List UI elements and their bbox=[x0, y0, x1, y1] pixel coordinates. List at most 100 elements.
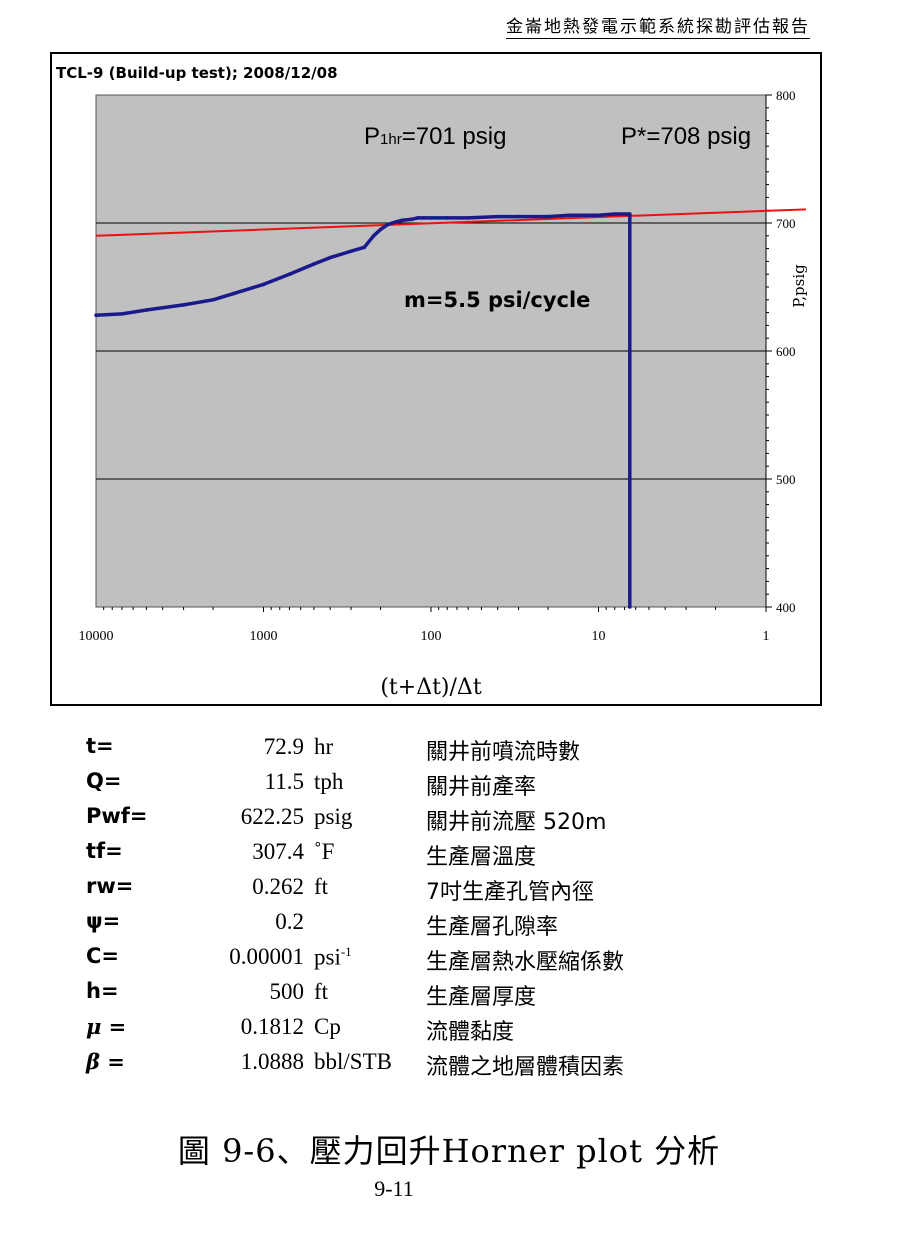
pressure-data-point bbox=[422, 216, 426, 220]
param-name: Pwf= bbox=[86, 804, 148, 828]
param-name: C= bbox=[86, 944, 120, 968]
param-name: h= bbox=[86, 979, 119, 1003]
param-unit: ft bbox=[314, 979, 328, 1005]
param-value: 0.00001 bbox=[229, 944, 304, 969]
param-name: ψ= bbox=[86, 909, 121, 933]
pressure-data-point bbox=[429, 216, 433, 220]
param-value: 622.25 bbox=[240, 804, 304, 829]
pressure-data-point bbox=[410, 217, 414, 221]
param-value: 1.0888 bbox=[240, 1049, 304, 1074]
pressure-data-point bbox=[596, 213, 601, 218]
param-name: Q= bbox=[86, 769, 122, 793]
tick-labels: 800 700 600 500 400 10000 1000 100 10 1 bbox=[79, 88, 796, 644]
param-row: Q= 11.5 tph 關井前產率 bbox=[86, 769, 786, 804]
param-row: ψ= 0.2 生產層孔隙率 bbox=[86, 909, 786, 944]
param-row: Pwf= 622.25 psig 關井前流壓 520m bbox=[86, 804, 786, 839]
pressure-data-point bbox=[628, 212, 632, 216]
pressure-data-point bbox=[371, 234, 376, 238]
param-description: 流體黏度 bbox=[426, 1020, 515, 1045]
param-name: rw= bbox=[86, 874, 134, 898]
param-description: 7吋生產孔管內徑 bbox=[426, 880, 594, 905]
y-axis-label: P,psig bbox=[790, 264, 808, 308]
param-description: 生產層孔隙率 bbox=[426, 915, 559, 940]
x-tick-label: 10 bbox=[592, 629, 606, 644]
param-description: 生產層溫度 bbox=[426, 845, 537, 870]
pressure-data-point bbox=[378, 227, 383, 232]
pressure-data-point bbox=[386, 222, 391, 227]
param-value: 72.9 bbox=[263, 734, 304, 759]
param-description: 生產層厚度 bbox=[426, 985, 537, 1010]
pressure-data-point bbox=[94, 313, 98, 317]
x-tick-label: 10000 bbox=[79, 629, 114, 644]
pressure-data-point bbox=[399, 218, 404, 223]
pressure-data-point bbox=[349, 249, 353, 253]
x-tick-label: 1000 bbox=[250, 629, 278, 644]
y-tick-label: 600 bbox=[776, 344, 796, 359]
chart-title: TCL-9 (Build-up test); 2008/12/08 bbox=[56, 64, 338, 82]
pressure-data-point bbox=[312, 262, 316, 266]
pressure-data-point bbox=[395, 219, 399, 224]
pressure-data-point bbox=[516, 214, 521, 219]
annotation-slope: m=5.5 psi/cycle bbox=[404, 288, 590, 312]
param-row: β = 1.0888 bbl/STB 流體之地層體積因素 bbox=[86, 1049, 786, 1084]
param-unit: Cp bbox=[314, 1014, 341, 1040]
horner-plot-chart: TCL-9 (Build-up test); 2008/12/08 800 700… bbox=[50, 52, 822, 706]
pressure-data-point bbox=[612, 212, 617, 216]
y-tick-label: 400 bbox=[776, 600, 796, 615]
axis-ticks bbox=[103, 94, 772, 612]
pressure-data-point bbox=[328, 255, 332, 260]
pressure-data-point bbox=[495, 214, 500, 219]
pressure-data-point bbox=[415, 216, 420, 220]
param-description: 關井前產率 bbox=[426, 775, 537, 800]
param-unit-text: tph bbox=[314, 769, 344, 794]
param-value: 500 bbox=[269, 979, 305, 1004]
pressure-data-point bbox=[546, 214, 550, 219]
param-unit-text: ft bbox=[314, 979, 329, 1004]
param-description: 流體之地層體積因素 bbox=[426, 1055, 625, 1080]
param-description: 關井前噴流時數 bbox=[426, 740, 581, 765]
x-tick-label: 100 bbox=[421, 629, 442, 644]
param-name: β = bbox=[86, 1049, 125, 1074]
param-unit-exponent: -1 bbox=[340, 944, 352, 959]
param-unit: bbl/STB bbox=[314, 1049, 392, 1075]
param-unit-text: psi bbox=[314, 944, 341, 970]
param-name: tf= bbox=[86, 839, 123, 863]
param-value: 0.2 bbox=[275, 909, 304, 934]
y-tick-label: 500 bbox=[776, 472, 796, 487]
pressure-data-point bbox=[120, 312, 124, 316]
param-unit-text: ft bbox=[314, 874, 329, 899]
param-description: 關井前流壓 520m bbox=[426, 810, 607, 835]
report-header: 金崙地熱發電示範系統探勘評估報告 bbox=[506, 12, 810, 39]
param-name: t= bbox=[86, 734, 114, 758]
pressure-data-point bbox=[211, 298, 215, 302]
param-value: 0.262 bbox=[252, 874, 304, 899]
page-number: 9-11 bbox=[374, 1176, 414, 1201]
param-unit: hr bbox=[314, 734, 333, 760]
param-unit: ft bbox=[314, 874, 328, 900]
param-unit: psi-1 bbox=[314, 944, 352, 971]
param-unit: tph bbox=[314, 769, 343, 795]
param-unit: ˚F bbox=[314, 839, 334, 865]
param-row: t= 72.9 hr 關井前噴流時數 bbox=[86, 734, 786, 769]
param-unit-text: ˚F bbox=[314, 839, 335, 864]
param-name: μ = bbox=[86, 1014, 127, 1039]
param-unit: psig bbox=[314, 804, 352, 830]
param-value: 11.5 bbox=[264, 769, 304, 794]
pressure-data-point bbox=[567, 213, 571, 218]
param-value: 0.1812 bbox=[240, 1014, 304, 1039]
pressure-data-point bbox=[232, 291, 236, 296]
y-tick-label: 700 bbox=[776, 216, 796, 231]
param-unit-text: Cp bbox=[314, 1014, 341, 1039]
pressure-data-point bbox=[466, 216, 470, 220]
x-axis-label: (t+Δt)/Δt bbox=[380, 675, 481, 700]
annotation-pstar: P*=708 psig bbox=[621, 123, 751, 150]
pressure-data-point bbox=[144, 308, 149, 312]
chart-svg: TCL-9 (Build-up test); 2008/12/08 800 700… bbox=[56, 64, 808, 700]
pressure-data-point bbox=[445, 216, 450, 220]
data-series bbox=[94, 208, 807, 609]
param-row: μ = 0.1812 Cp 流體黏度 bbox=[86, 1014, 786, 1049]
param-description: 生產層熱水壓縮係數 bbox=[426, 950, 625, 975]
param-unit-text: bbl/STB bbox=[314, 1049, 392, 1074]
param-row: h= 500 ft 生產層厚度 bbox=[86, 979, 786, 1014]
pressure-data-point bbox=[261, 282, 266, 287]
